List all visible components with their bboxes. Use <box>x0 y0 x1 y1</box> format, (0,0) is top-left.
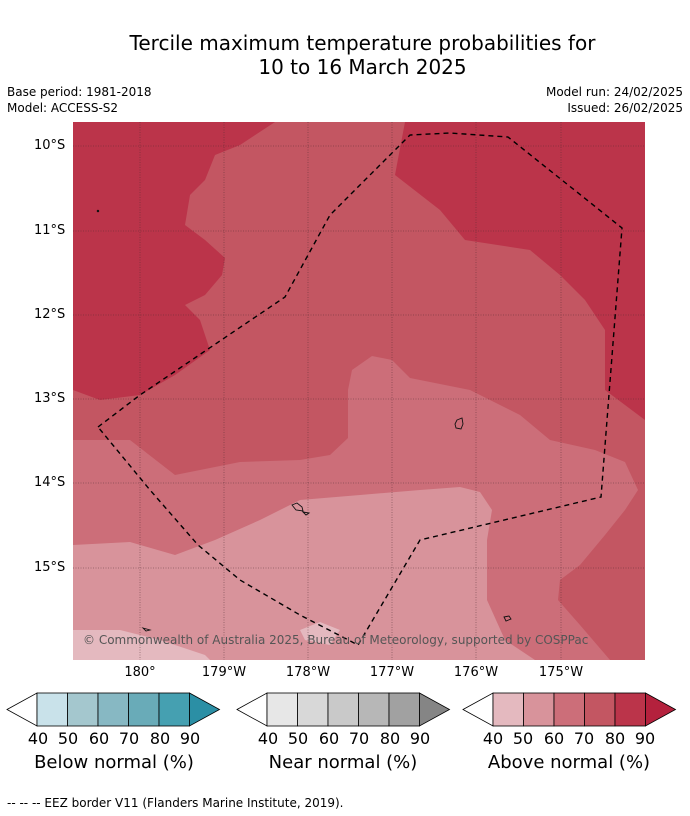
region-50-60 <box>73 487 535 660</box>
near-extend-low <box>236 692 268 727</box>
tick-above-80: 80 <box>604 729 626 748</box>
below-swatch-3 <box>97 692 129 727</box>
meta-left: Base period: 1981-2018 Model: ACCESS-S2 <box>7 84 152 116</box>
copyright-notice: © Commonwealth of Australia 2025, Bureau… <box>83 633 589 647</box>
island-4 <box>503 615 512 622</box>
colorbar-below <box>6 692 221 727</box>
tick-near-40: 40 <box>257 729 279 748</box>
legend-title-below: Below normal (%) <box>34 752 194 773</box>
below-extend-high <box>189 692 221 727</box>
tick-below-80: 80 <box>149 729 171 748</box>
lat-label-15s: 15°S <box>34 560 66 575</box>
above-swatch-4 <box>584 692 616 727</box>
region-40-50-b <box>300 622 340 645</box>
lat-label-13s: 13°S <box>34 391 66 406</box>
lat-label-10s: 10°S <box>34 138 66 153</box>
tick-above-60: 60 <box>543 729 565 748</box>
tick-near-80: 80 <box>379 729 401 748</box>
issued-date: Issued: 26/02/2025 <box>567 101 683 115</box>
near-swatch-5 <box>388 692 420 727</box>
below-swatch-4 <box>128 692 160 727</box>
lon-label-178w: 178°W <box>285 665 331 680</box>
tick-below-90: 90 <box>179 729 201 748</box>
tick-near-50: 50 <box>287 729 309 748</box>
tick-below-50: 50 <box>57 729 79 748</box>
eez-border <box>96 132 623 646</box>
near-swatch-2 <box>297 692 329 727</box>
near-swatch-4 <box>358 692 390 727</box>
below-swatch-5 <box>158 692 190 727</box>
tick-below-40: 40 <box>27 729 49 748</box>
tick-above-40: 40 <box>482 729 504 748</box>
legend-title-near: Near normal (%) <box>268 752 418 773</box>
above-extend-low <box>462 692 494 727</box>
lon-label-179w: 179°W <box>201 665 247 680</box>
model-name: Model: ACCESS-S2 <box>7 101 119 115</box>
above-extend-high <box>645 692 677 727</box>
title-line-1: Tercile maximum temperature probabilitie… <box>129 31 596 55</box>
lon-label-175w: 175°W <box>538 665 584 680</box>
above-swatch-3 <box>553 692 585 727</box>
island-5 <box>141 627 152 632</box>
lat-label-11s: 11°S <box>34 223 66 238</box>
islands <box>96 209 512 632</box>
tick-near-90: 90 <box>409 729 431 748</box>
below-swatch-2 <box>67 692 99 727</box>
tick-below-70: 70 <box>118 729 140 748</box>
above-swatch-1 <box>492 692 524 727</box>
eez-footnote: -- -- -- EEZ border V11 (Flanders Marine… <box>7 796 344 810</box>
island-6 <box>96 209 100 213</box>
island-2 <box>291 502 304 512</box>
title-line-2: 10 to 16 March 2025 <box>258 55 467 79</box>
above-swatch-2 <box>523 692 555 727</box>
island-1 <box>454 417 464 430</box>
graticule <box>73 122 645 660</box>
region-40-50 <box>73 630 210 660</box>
base-period: Base period: 1981-2018 <box>7 85 152 99</box>
below-extend-low <box>6 692 38 727</box>
legend-title-above: Above normal (%) <box>487 752 651 773</box>
above-swatch-5 <box>614 692 646 727</box>
tick-near-70: 70 <box>348 729 370 748</box>
lon-label-176w: 176°W <box>453 665 499 680</box>
colorbar-above <box>462 692 677 727</box>
model-run: Model run: 24/02/2025 <box>545 85 683 99</box>
tick-near-60: 60 <box>318 729 340 748</box>
below-swatch-1 <box>36 692 68 727</box>
near-extend-high <box>419 692 451 727</box>
tick-above-90: 90 <box>634 729 656 748</box>
near-swatch-3 <box>327 692 359 727</box>
map-fill <box>73 122 645 660</box>
island-3 <box>301 511 311 516</box>
lat-label-14s: 14°S <box>34 475 66 490</box>
lon-label-177w: 177°W <box>369 665 415 680</box>
meta-right: Model run: 24/02/2025 Issued: 26/02/2025 <box>546 84 683 116</box>
tick-below-60: 60 <box>88 729 110 748</box>
near-swatch-1 <box>266 692 298 727</box>
colorbar-near <box>236 692 451 727</box>
tick-above-50: 50 <box>512 729 534 748</box>
lon-label-180: 180° <box>124 665 156 680</box>
chart-title: Tercile maximum temperature probabilitie… <box>0 31 690 79</box>
tick-above-70: 70 <box>573 729 595 748</box>
lat-label-12s: 12°S <box>34 307 66 322</box>
